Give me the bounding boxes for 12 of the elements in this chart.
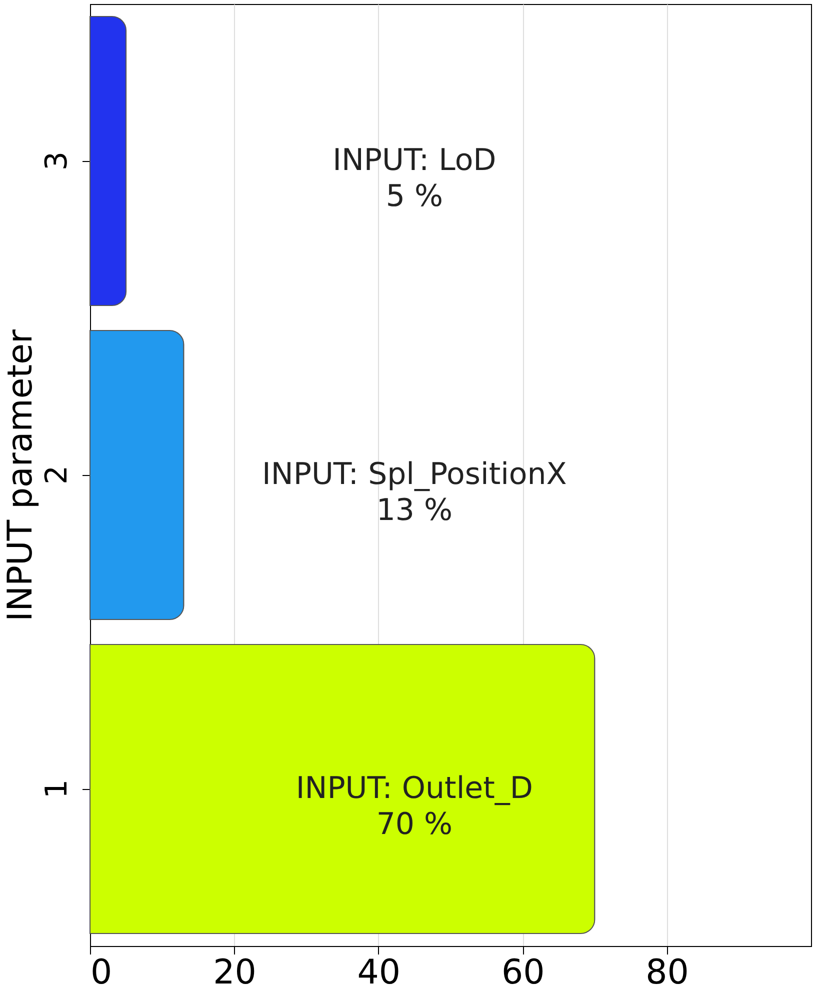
x-tick-label: 60 (501, 952, 545, 992)
x-tick-label: 80 (646, 952, 689, 992)
y-tick-label: 1 (40, 779, 74, 799)
x-tick-label: 20 (213, 952, 256, 992)
annotation: INPUT: LoD 5 % (332, 143, 496, 214)
y-axis-title: INPUT parameter (0, 330, 40, 622)
annotation: INPUT: Outlet_D 70 % (296, 771, 533, 842)
y-tick-label: 2 (40, 465, 74, 485)
x-tick-label: 0 (90, 952, 112, 992)
x-tick-label: 40 (357, 952, 401, 992)
annotation: INPUT: Spl_PositionX 13 % (262, 457, 567, 528)
y-tick-label: 3 (40, 151, 74, 171)
